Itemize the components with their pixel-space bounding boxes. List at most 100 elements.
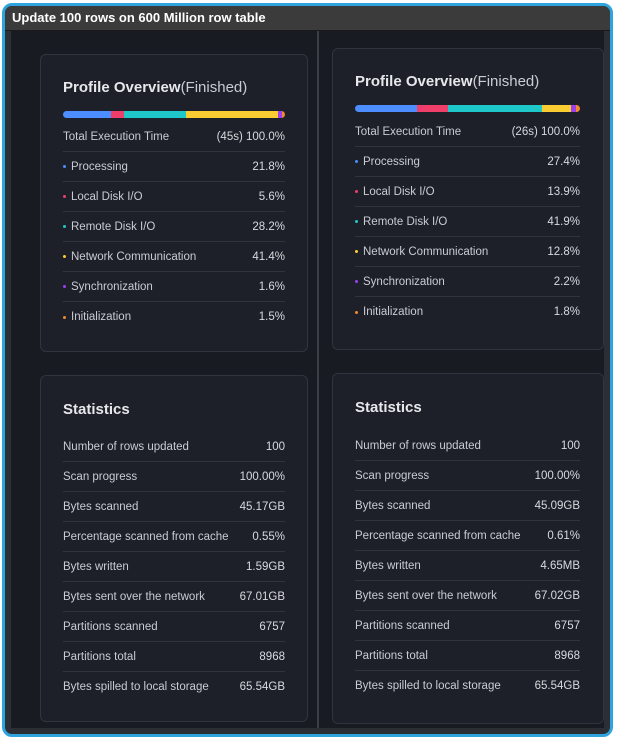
processing-value: 27.4% — [547, 155, 580, 168]
synchronization-dot-icon — [355, 280, 358, 283]
synchronization-label: Synchronization — [71, 280, 153, 293]
profile-row-label: Synchronization — [63, 281, 153, 293]
stat-row: Percentage scanned from cache 0.55% — [63, 522, 285, 552]
local-disk-bar-segment — [416, 105, 448, 112]
local-disk-value: 13.9% — [547, 185, 580, 198]
right-statistics-card: Statistics Number of rows updated 100 Sca… — [332, 373, 604, 724]
stat-value: 67.01GB — [239, 590, 285, 603]
profile-row-label: Remote Disk I/O — [63, 221, 155, 233]
stat-label: Percentage scanned from cache — [355, 529, 521, 542]
left-profile-title: Profile Overview(Finished) — [63, 79, 247, 96]
stat-row: Partitions scanned 6757 — [355, 611, 580, 641]
left-profile-overview-card: Profile Overview(Finished) Total Executi… — [40, 54, 308, 352]
stat-value: 1.59GB — [246, 560, 285, 573]
profile-row-local-disk: Local Disk I/O 13.9% — [355, 177, 580, 207]
left-statistics-rows: Number of rows updated 100 Scan progress 1… — [63, 432, 285, 702]
right-profile-title-text: Profile Overview — [355, 73, 473, 90]
processing-bar-segment — [355, 105, 417, 112]
stat-label: Scan progress — [355, 469, 430, 482]
left-profile-rows: Total Execution Time (45s) 100.0% Proces… — [63, 122, 285, 332]
profile-row-synchronization: Synchronization 2.2% — [355, 267, 580, 297]
initialization-bar-segment — [575, 105, 580, 112]
total-execution-row: Total Execution Time (45s) 100.0% — [63, 122, 285, 152]
left-statistics-title: Statistics — [63, 401, 130, 418]
stat-row: Bytes scanned 45.17GB — [63, 492, 285, 522]
profile-row-network: Network Communication 41.4% — [63, 242, 285, 272]
local-disk-value: 5.6% — [258, 190, 285, 203]
stat-row: Bytes spilled to local storage 65.54GB — [355, 671, 580, 701]
stat-label: Bytes sent over the network — [355, 589, 497, 602]
right-profile-title: Profile Overview(Finished) — [355, 73, 539, 90]
synchronization-value: 1.6% — [258, 280, 285, 293]
stat-row: Number of rows updated 100 — [63, 432, 285, 462]
network-bar-segment — [186, 111, 279, 118]
stat-row: Bytes sent over the network 67.02GB — [355, 581, 580, 611]
right-statistics-title: Statistics — [355, 399, 422, 416]
stat-value: 4.65MB — [540, 559, 580, 572]
stat-label: Bytes spilled to local storage — [63, 681, 209, 693]
profile-row-processing: Processing 27.4% — [355, 147, 580, 177]
stat-row: Number of rows updated 100 — [355, 431, 580, 461]
stat-label: Number of rows updated — [63, 440, 189, 453]
stat-row: Partitions scanned 6757 — [63, 612, 285, 642]
initialization-dot-icon — [63, 315, 66, 319]
profile-row-network: Network Communication 12.8% — [355, 237, 580, 267]
stat-value: 0.61% — [547, 529, 580, 542]
stat-value: 45.17GB — [239, 500, 285, 513]
stat-row: Partitions total 8968 — [63, 642, 285, 672]
local-disk-label: Local Disk I/O — [71, 190, 143, 203]
processing-label: Processing — [71, 160, 128, 173]
stat-label: Partitions total — [355, 649, 428, 662]
local-disk-bar-segment — [111, 111, 124, 118]
network-dot-icon — [63, 255, 66, 258]
profile-row-label: Processing — [355, 156, 420, 168]
profile-row-local-disk: Local Disk I/O 5.6% — [63, 182, 285, 212]
synchronization-bar-segment — [278, 111, 282, 118]
synchronization-label: Synchronization — [363, 275, 445, 288]
remote-disk-label: Remote Disk I/O — [363, 215, 448, 228]
total-execution-value: (45s) 100.0% — [216, 130, 285, 143]
stat-label: Bytes spilled to local storage — [355, 680, 501, 692]
query-comparison-content: Profile Overview(Finished) Total Executi… — [11, 31, 604, 728]
profile-row-processing: Processing 21.8% — [63, 152, 285, 182]
local-disk-label: Local Disk I/O — [363, 185, 435, 198]
stat-value: 0.55% — [252, 530, 285, 543]
remote-disk-bar-segment — [447, 105, 543, 112]
synchronization-bar-segment — [570, 105, 576, 112]
synchronization-dot-icon — [63, 285, 66, 288]
stat-value: 65.54GB — [534, 680, 580, 692]
network-dot-icon — [355, 250, 358, 253]
right-profile-bar — [355, 105, 580, 112]
remote-disk-label: Remote Disk I/O — [71, 220, 156, 233]
initialization-label: Initialization — [71, 311, 132, 323]
profile-row-remote-disk: Remote Disk I/O 28.2% — [63, 212, 285, 242]
profile-row-initialization: Initialization 1.5% — [63, 302, 285, 332]
stat-row: Scan progress 100.00% — [355, 461, 580, 491]
processing-label: Processing — [363, 155, 420, 168]
profile-row-synchronization: Synchronization 1.6% — [63, 272, 285, 302]
stat-value: 6757 — [554, 619, 580, 632]
initialization-bar-segment — [281, 111, 285, 118]
stat-row: Bytes written 4.65MB — [355, 551, 580, 581]
remote-disk-bar-segment — [123, 111, 187, 118]
left-profile-bar — [63, 111, 285, 118]
profile-row-remote-disk: Remote Disk I/O 41.9% — [355, 207, 580, 237]
remote-disk-dot-icon — [355, 220, 358, 223]
stat-value: 8968 — [554, 649, 580, 662]
stat-row: Bytes spilled to local storage 65.54GB — [63, 672, 285, 702]
remote-disk-value: 28.2% — [252, 220, 285, 233]
window-title: Update 100 rows on 600 Million row table — [5, 6, 610, 31]
stat-row: Bytes scanned 45.09GB — [355, 491, 580, 521]
panel-divider — [317, 31, 319, 728]
profile-row-label: Network Communication — [355, 246, 488, 258]
local-disk-dot-icon — [355, 190, 358, 193]
left-profile-title-text: Profile Overview — [63, 79, 181, 96]
left-statistics-card: Statistics Number of rows updated 100 Sca… — [40, 375, 308, 722]
profile-row-label: Local Disk I/O — [355, 186, 435, 198]
stat-label: Bytes written — [63, 560, 129, 573]
right-statistics-rows: Number of rows updated 100 Scan progress 1… — [355, 431, 580, 701]
processing-dot-icon — [63, 165, 66, 168]
network-label: Network Communication — [363, 245, 489, 258]
stat-label: Scan progress — [63, 470, 138, 483]
stat-value: 100 — [560, 439, 580, 452]
